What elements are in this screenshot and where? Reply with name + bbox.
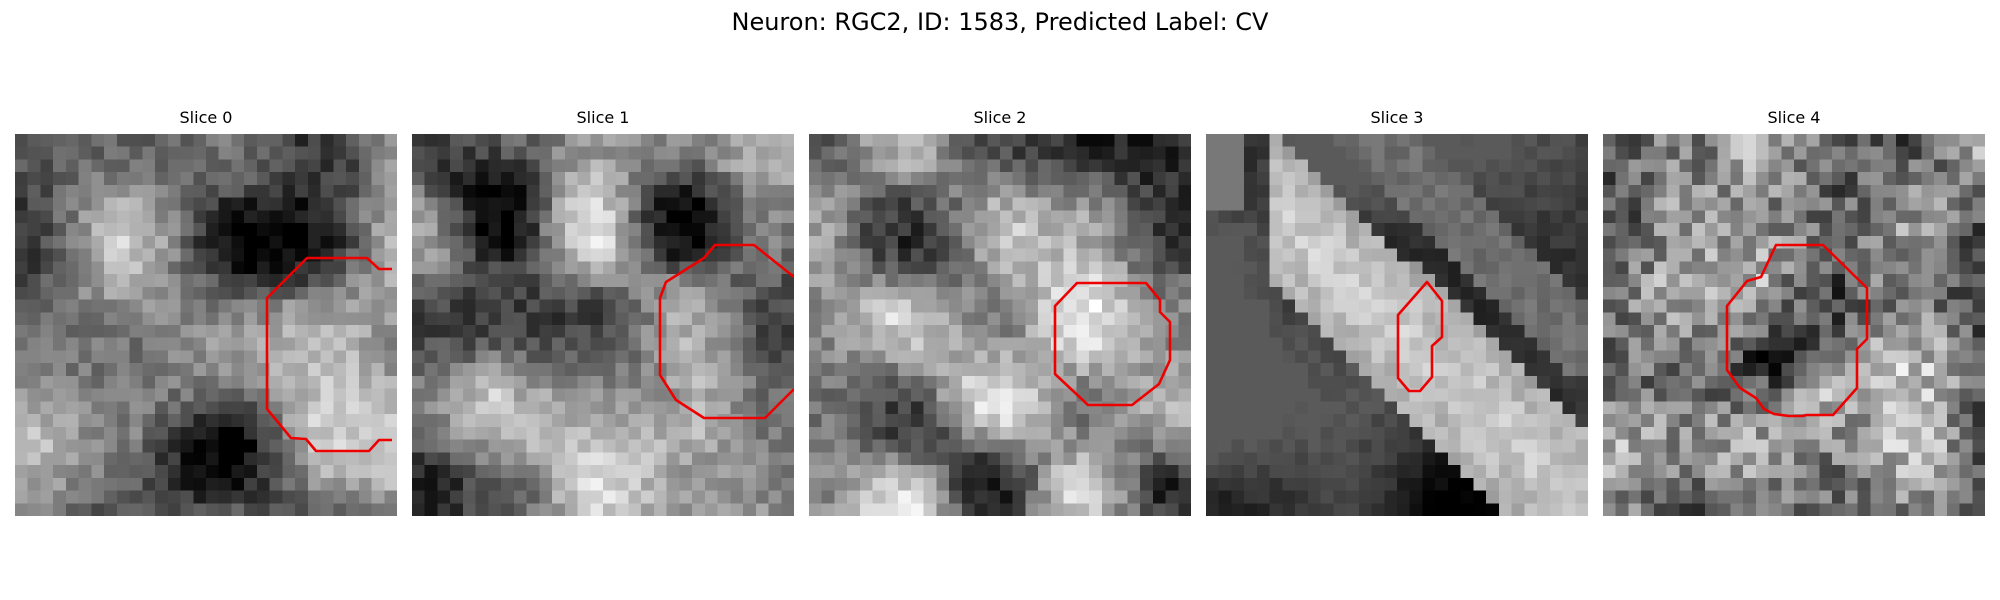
slice-image-frame xyxy=(809,134,1191,516)
roi-contour xyxy=(658,243,794,420)
slice-image xyxy=(809,134,1191,516)
roi-contour xyxy=(265,256,392,453)
slice-title: Slice 0 xyxy=(179,108,233,127)
roi-contour xyxy=(1725,243,1869,418)
slice-image xyxy=(15,134,397,516)
slice-title: Slice 1 xyxy=(576,108,630,127)
slice-title: Slice 3 xyxy=(1370,108,1424,127)
slice-title: Slice 4 xyxy=(1767,108,1821,127)
slice-title: Slice 2 xyxy=(973,108,1027,127)
slice-image-frame xyxy=(1603,134,1985,516)
figure-title: Neuron: RGC2, ID: 1583, Predicted Label:… xyxy=(731,8,1269,36)
slice-image xyxy=(1603,134,1985,516)
slice-panel-3: Slice 3 xyxy=(1206,108,1588,516)
slice-panel-4: Slice 4 xyxy=(1603,108,1985,516)
slice-panel-1: Slice 1 xyxy=(412,108,794,516)
roi-contour xyxy=(1396,280,1444,393)
slice-panel-2: Slice 2 xyxy=(809,108,1191,516)
slice-image xyxy=(412,134,794,516)
slice-image-frame xyxy=(412,134,794,516)
slice-image-frame xyxy=(1206,134,1588,516)
slice-image-frame xyxy=(15,134,397,516)
roi-contour xyxy=(1053,281,1172,407)
slice-panel-0: Slice 0 xyxy=(15,108,397,516)
